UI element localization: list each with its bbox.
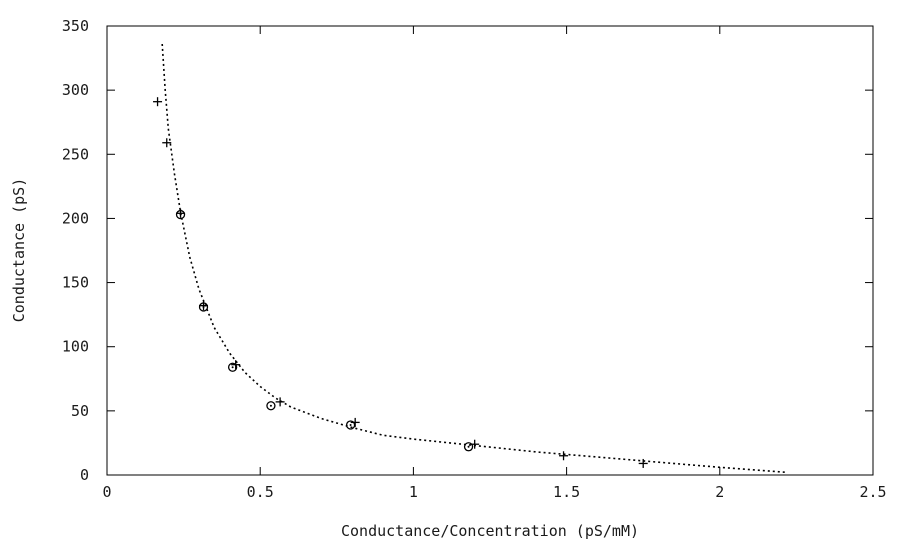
x-tick-label: 0 [102, 483, 111, 501]
circle-marker [198, 302, 209, 312]
plus-marker [162, 138, 172, 148]
plot-frame [106, 25, 874, 476]
plus-marker [275, 397, 285, 407]
y-tick-label: 200 [62, 209, 89, 227]
y-axis-label: Conductance (pS) [10, 178, 28, 323]
circle-marker [345, 420, 356, 430]
y-tick-label: 250 [62, 145, 89, 163]
y-tick-label: 300 [62, 81, 89, 99]
y-tick-label: 350 [62, 17, 89, 35]
y-tick-label: 100 [62, 338, 89, 356]
x-tick-label: 2 [715, 483, 724, 501]
x-tick-label: 1.5 [553, 483, 580, 501]
fit-curve [161, 43, 788, 474]
plus-marker [153, 97, 163, 107]
plus-marker [559, 451, 569, 461]
plus-marker [638, 458, 648, 468]
y-tick-label: 0 [80, 466, 89, 484]
x-tick-label: 1 [409, 483, 418, 501]
x-tick-label: 2.5 [859, 483, 886, 501]
y-tick-label: 50 [71, 402, 89, 420]
tick-labels: 0 0.5 1 1.5 2 2.5 0 50 100 150 200 250 300 350 [62, 17, 887, 501]
x-axis-label: Conductance/Concentration (pS/mM) [341, 522, 639, 540]
circle-marker [227, 362, 238, 372]
x-tick-label: 0.5 [247, 483, 274, 501]
y-tick-label: 150 [62, 274, 89, 292]
circle-marker [266, 401, 276, 411]
data-marks [153, 43, 788, 474]
axis-ticks [106, 25, 874, 476]
circle-marker [463, 442, 474, 452]
